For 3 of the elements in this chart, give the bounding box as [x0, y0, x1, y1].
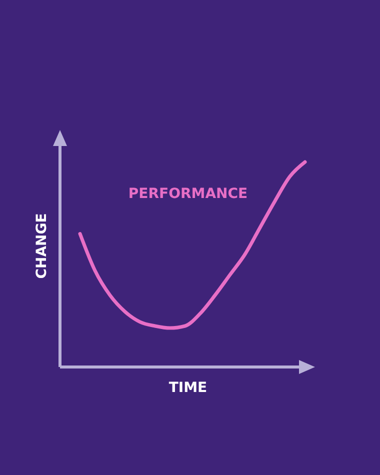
y-axis-title: CHANGE [34, 213, 50, 279]
x-axis-title: TIME [168, 380, 208, 396]
series-label: PERFORMANCE [128, 186, 248, 202]
